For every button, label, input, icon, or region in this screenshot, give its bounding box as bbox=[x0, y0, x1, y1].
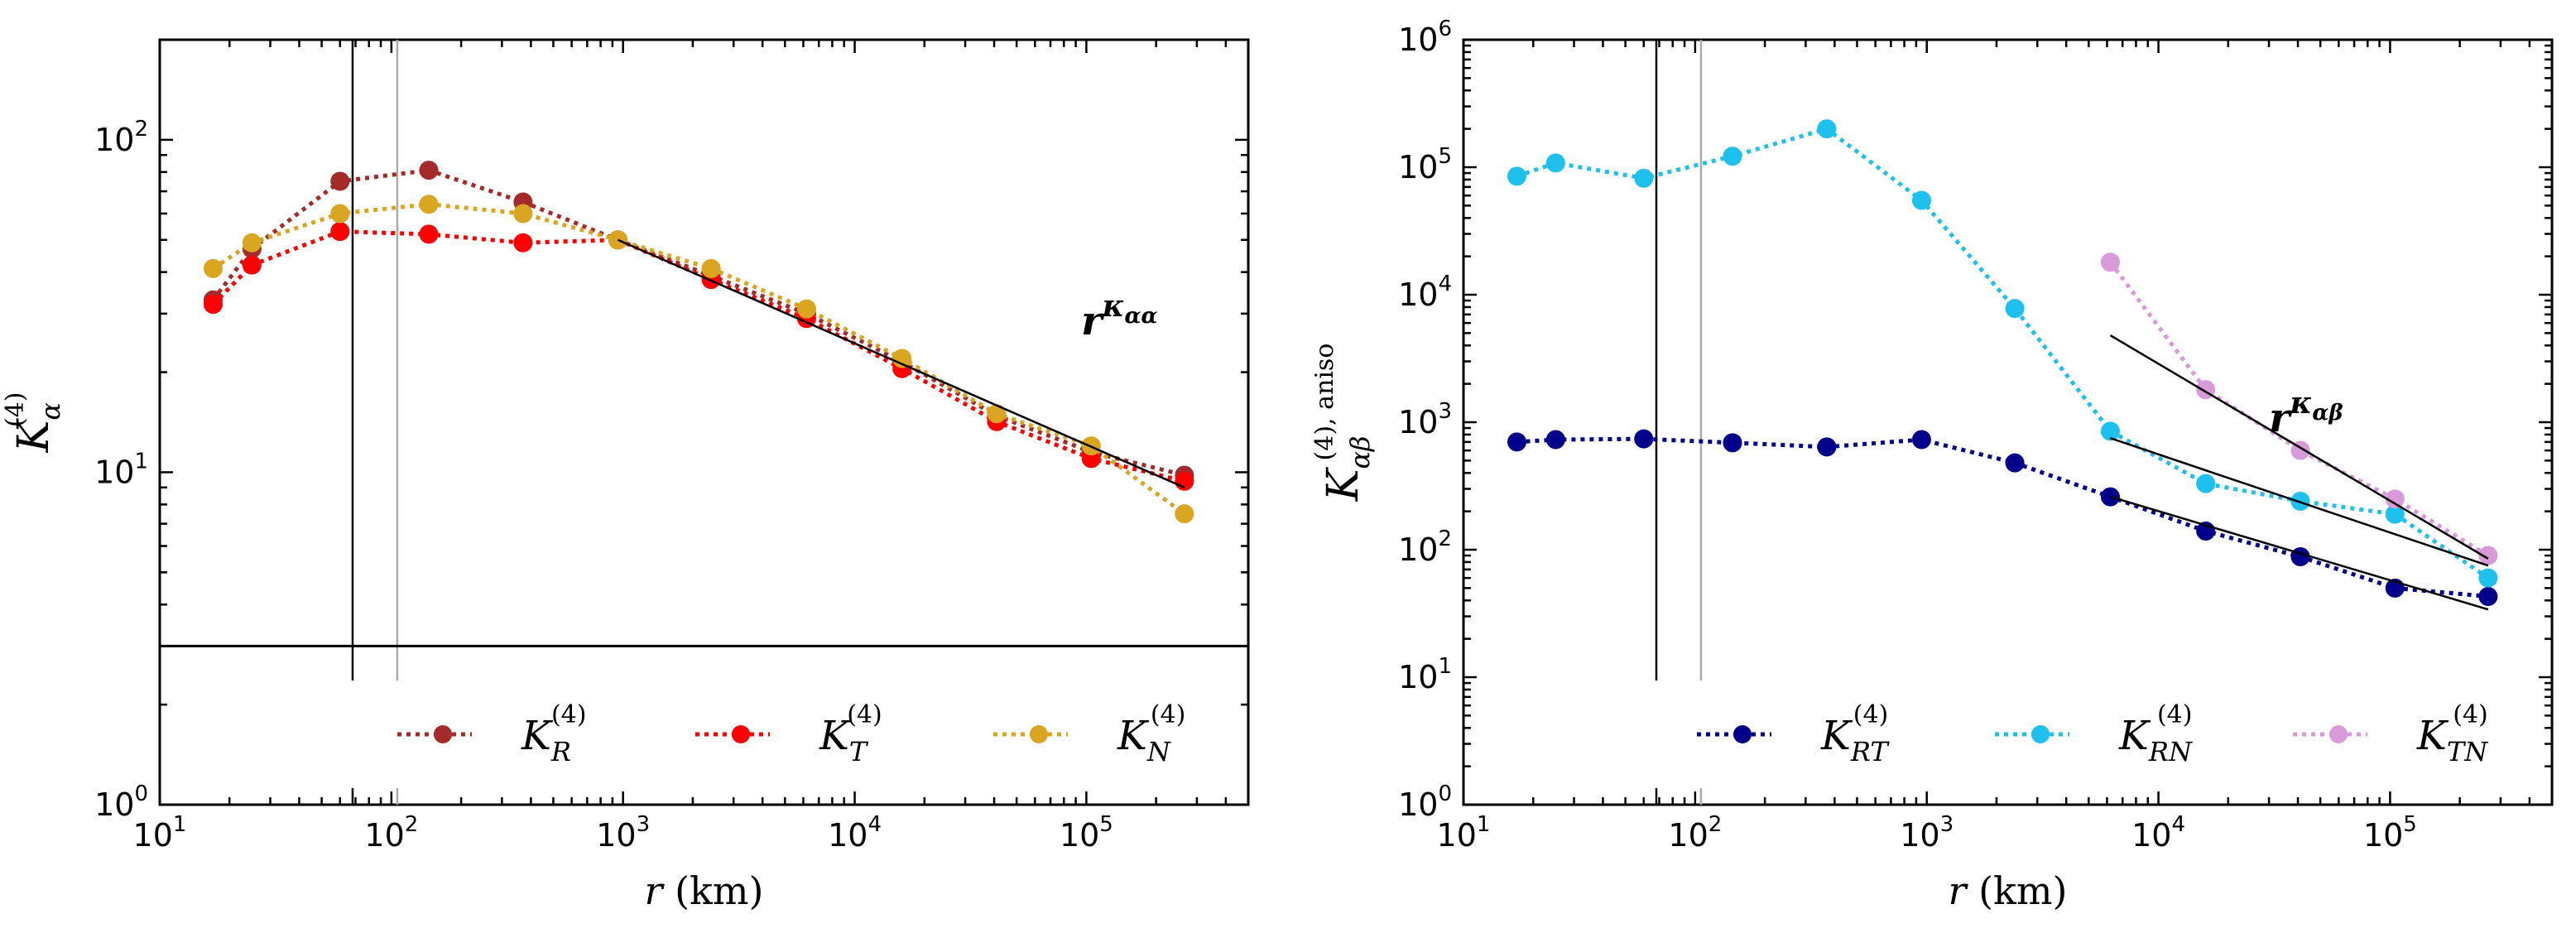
data-point bbox=[701, 258, 721, 278]
data-point bbox=[2100, 252, 2120, 272]
x-tick-label: 104 bbox=[828, 812, 882, 854]
data-point bbox=[419, 195, 439, 214]
data-point bbox=[1545, 430, 1565, 450]
y-tick-label: 103 bbox=[1398, 399, 1452, 440]
data-point bbox=[1545, 153, 1565, 173]
y-tick-label: 102 bbox=[1398, 527, 1452, 568]
data-point bbox=[330, 204, 350, 224]
data-point bbox=[203, 258, 223, 278]
x-tick-label: 105 bbox=[2363, 812, 2417, 854]
legend-label: KT(4) bbox=[819, 700, 882, 767]
data-point bbox=[2005, 453, 2025, 473]
y-tick-label: 101 bbox=[1398, 654, 1452, 695]
series-line bbox=[211, 168, 1185, 478]
data-point bbox=[330, 222, 350, 242]
data-point bbox=[1723, 147, 1742, 166]
y-tick-label: 101 bbox=[94, 449, 148, 490]
y-tick-label: 104 bbox=[1398, 272, 1452, 313]
plot-frame bbox=[158, 38, 1250, 806]
x-axis-label: r (km) bbox=[1948, 868, 2067, 913]
fit-line bbox=[2110, 437, 2489, 567]
data-point bbox=[2196, 474, 2216, 493]
x-tick-label: 102 bbox=[364, 812, 418, 854]
data-point bbox=[1507, 166, 1526, 186]
legend-label: KTN(4) bbox=[2416, 700, 2488, 767]
series-line bbox=[212, 202, 1186, 516]
data-point bbox=[419, 224, 439, 244]
legend-label: KR(4) bbox=[521, 700, 586, 767]
data-point bbox=[1634, 429, 1654, 449]
legend-swatch-marker bbox=[1733, 725, 1752, 743]
data-point bbox=[513, 204, 533, 224]
legend-label: KRT(4) bbox=[1820, 700, 1890, 767]
fit-line bbox=[2110, 495, 2489, 611]
data-point bbox=[1817, 437, 1837, 457]
legend-swatch-marker bbox=[2031, 725, 2050, 743]
y-tick-label: 100 bbox=[1398, 782, 1452, 823]
y-tick-label: 102 bbox=[94, 117, 148, 158]
legend-label: KN(4) bbox=[1117, 700, 1185, 767]
legend-swatch-marker bbox=[1030, 725, 1048, 743]
y-tick-label: 105 bbox=[1398, 144, 1452, 185]
data-point bbox=[1507, 432, 1526, 452]
data-point bbox=[2100, 421, 2120, 441]
data-point bbox=[1175, 504, 1194, 524]
data-point bbox=[1817, 119, 1837, 139]
data-point bbox=[1175, 471, 1194, 491]
x-tick-label: 104 bbox=[2131, 812, 2185, 854]
x-tick-label: 105 bbox=[1060, 812, 1113, 854]
fit-line bbox=[617, 238, 1185, 488]
data-point bbox=[242, 255, 262, 275]
data-point bbox=[2478, 586, 2498, 606]
y-tick-label: 106 bbox=[1398, 17, 1452, 58]
data-point bbox=[1911, 190, 1931, 210]
legend-swatch-marker bbox=[434, 725, 452, 743]
data-point bbox=[203, 295, 223, 315]
data-point bbox=[419, 161, 439, 180]
data-point bbox=[796, 299, 816, 319]
legend-swatch-marker bbox=[732, 725, 750, 743]
data-point bbox=[2005, 299, 2025, 319]
x-tick-label: 103 bbox=[1900, 812, 1954, 854]
power-law-annotation: rκαβ bbox=[2269, 386, 2343, 441]
fit-line bbox=[2109, 334, 2489, 560]
x-tick-label: 101 bbox=[1437, 812, 1491, 854]
x-axis-label: r (km) bbox=[644, 868, 763, 913]
y-tick-label: 100 bbox=[94, 782, 148, 823]
data-point bbox=[513, 233, 533, 252]
legend-swatch-marker bbox=[2329, 725, 2348, 743]
series-line bbox=[1516, 436, 2489, 599]
y-axis-label: Kα(4) bbox=[1, 392, 66, 454]
x-tick-label: 101 bbox=[133, 812, 187, 854]
power-law-annotation: rκαα bbox=[1081, 289, 1157, 344]
data-point bbox=[1634, 168, 1654, 188]
series-line bbox=[211, 229, 1185, 483]
data-point bbox=[242, 233, 262, 252]
series-line bbox=[1516, 126, 2490, 580]
x-tick-label: 102 bbox=[1668, 812, 1722, 854]
data-point bbox=[2290, 547, 2310, 567]
data-point bbox=[1911, 430, 1931, 450]
y-axis-label: Kαβ(4), aniso bbox=[1310, 344, 1376, 503]
legend-label: KRN(4) bbox=[2118, 700, 2193, 767]
x-tick-label: 103 bbox=[596, 812, 650, 854]
data-point bbox=[330, 171, 350, 191]
data-point bbox=[2478, 568, 2498, 588]
data-point bbox=[1723, 433, 1742, 453]
